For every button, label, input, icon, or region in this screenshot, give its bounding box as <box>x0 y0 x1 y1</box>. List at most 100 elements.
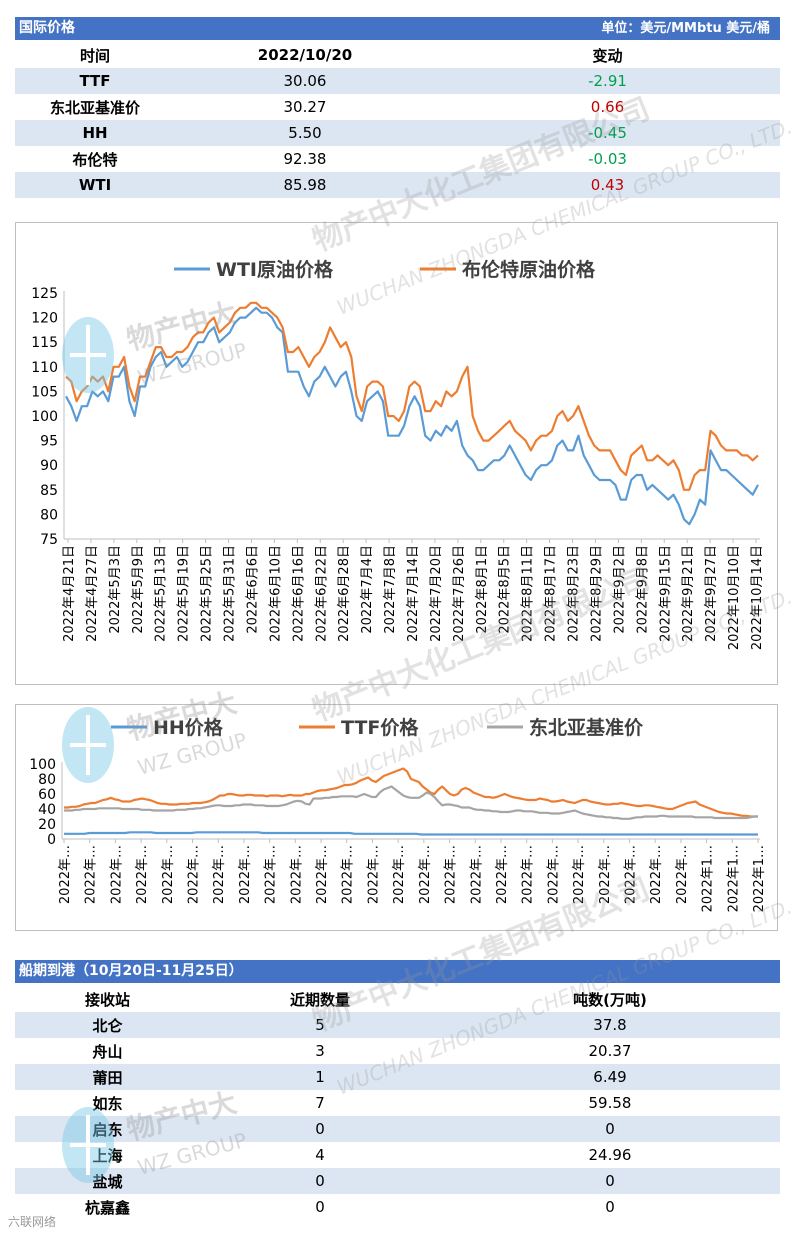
y-tick-label: 100 <box>29 757 56 773</box>
x-tick-label: 2022年5月9日 <box>131 545 146 634</box>
ship-count: 3 <box>315 1042 325 1060</box>
y-tick-label: 0 <box>47 832 56 848</box>
x-tick-label: 2022年6月6日 <box>245 545 260 634</box>
price-header-cell: 2022/10/20 <box>257 46 353 64</box>
x-tick-label: 2022年… <box>495 845 510 904</box>
ship-tons: 37.8 <box>440 1012 780 1038</box>
y-tick-label: 20 <box>38 817 56 833</box>
x-tick-label: 2022年6月10日 <box>268 545 283 642</box>
legend-label: HH价格 <box>153 716 224 739</box>
series-line <box>65 306 759 526</box>
y-tick-label: 125 <box>31 286 58 302</box>
x-tick-label: 2022年7月20日 <box>429 545 444 642</box>
x-tick-label: 2022年8月23日 <box>567 545 582 642</box>
y-tick-label: 105 <box>31 384 58 400</box>
x-tick-label: 2022年… <box>418 845 433 904</box>
oil-price-chart-svg: WTI原油价格 布伦特原油价格 75 80 85 90 95 100 105 110 115 120 1… <box>31 258 765 650</box>
gas-price-chart: HH价格 TTF价格 东北亚基准价 0 20 40 60 80 100 2022年… 2022年… 2… <box>15 704 778 931</box>
legend-label: 东北亚基准价 <box>529 716 644 739</box>
x-tick-label: 2022年… <box>392 845 407 904</box>
x-tick-label: 2022年4月21日 <box>62 545 77 642</box>
x-tick-label: 2022年5月3日 <box>108 545 123 634</box>
price-name: HH <box>15 120 175 146</box>
ship-row: 启东 0 0 <box>15 1116 780 1142</box>
ship-tons: 59.58 <box>588 1094 632 1112</box>
ship-row: 盐城 0 0 <box>15 1168 780 1194</box>
x-tick-label: 2022年7月14日 <box>406 545 421 642</box>
x-tick-label: 2022年… <box>469 845 484 904</box>
ship-header-cell: 接收站 <box>84 990 130 1009</box>
oil-price-chart: WTI原油价格 布伦特原油价格 75 80 85 90 95 100 105 110 115 120 1… <box>15 222 778 685</box>
x-tick-label: 2022年9月15日 <box>658 545 673 642</box>
y-tick-label: 110 <box>31 360 58 376</box>
x-tick-label: 2022年8月1日 <box>475 545 490 634</box>
series-line <box>64 831 758 836</box>
ship-name: 北仑 <box>15 1012 200 1038</box>
x-tick-label: 2022年5月31日 <box>223 545 238 642</box>
y-tick-label: 75 <box>40 532 58 548</box>
price-value: 30.06 <box>175 68 435 94</box>
ship-count: 4 <box>315 1146 325 1164</box>
x-tick-label: 2022年9月2日 <box>612 545 627 634</box>
y-tick-label: 60 <box>38 787 56 803</box>
price-name: 布伦特 <box>72 150 118 169</box>
price-change: 0.43 <box>435 172 780 198</box>
x-tick-label: 2022年1… <box>752 845 767 912</box>
ship-name: 舟山 <box>92 1042 123 1061</box>
ship-tons: 0 <box>440 1168 780 1194</box>
price-change: 0.66 <box>590 98 625 116</box>
ship-tons: 0 <box>440 1116 780 1142</box>
ship-count: 0 <box>315 1198 325 1216</box>
x-tick-label: 2022年… <box>546 845 561 904</box>
price-table: 时间 2022/10/20 变动 TTF 30.06 -2.91 东北亚基准价 30.27 0.… <box>15 42 780 198</box>
x-tick-label: 2022年7月8日 <box>383 545 398 634</box>
ship-count: 0 <box>200 1116 440 1142</box>
x-tick-label: 2022年5月25日 <box>200 545 215 642</box>
source-credit: 六联网络 <box>8 1215 57 1229</box>
x-tick-label: 2022年6月28日 <box>337 545 352 642</box>
y-tick-label: 80 <box>38 772 56 788</box>
y-tick-label: 85 <box>40 483 58 499</box>
ship-count: 1 <box>200 1064 440 1090</box>
ship-table-header: 接收站 近期数量 吨数(万吨) <box>15 986 780 1012</box>
x-tick-label: 2022年8月29日 <box>589 545 604 642</box>
x-tick-label: 2022年… <box>84 845 99 904</box>
ship-row: 莆田 1 6.49 <box>15 1064 780 1090</box>
ship-row: 上海 4 24.96 <box>15 1142 780 1168</box>
x-tick-label: 2022年5月13日 <box>154 545 169 642</box>
x-tick-label: 2022年… <box>521 845 536 904</box>
price-table-header: 时间 2022/10/20 变动 <box>15 42 780 68</box>
price-unit-label: 单位：美元/MMbtu 美元/桶 <box>601 21 770 36</box>
ship-header-cell: 近期数量 <box>289 990 350 1009</box>
x-tick-label: 2022年… <box>444 845 459 904</box>
x-tick-label: 2022年8月11日 <box>521 545 536 642</box>
x-tick-label: 2022年8月17日 <box>544 545 559 642</box>
series-line <box>64 767 758 818</box>
ship-name: 上海 <box>92 1146 123 1165</box>
ship-count: 7 <box>315 1094 325 1112</box>
price-change: -2.91 <box>435 68 780 94</box>
ship-name: 杭嘉鑫 <box>84 1198 130 1217</box>
series-line <box>65 301 759 491</box>
ship-tons: 20.37 <box>588 1042 632 1060</box>
price-section-title: 国际价格 <box>19 20 75 36</box>
x-tick-label: 2022年7月26日 <box>452 545 467 642</box>
x-tick-label: 2022年… <box>315 845 330 904</box>
ship-row: 如东 7 59.58 <box>15 1090 780 1116</box>
ship-header-cell: 吨数(万吨) <box>573 990 647 1009</box>
x-tick-label: 2022年… <box>212 845 227 904</box>
price-row: WTI 85.98 0.43 <box>15 172 780 198</box>
ship-table: 接收站 近期数量 吨数(万吨) 北仑 5 37.8 舟山 3 20.37 莆田 1 6.49 如东 7 59… <box>15 986 780 1220</box>
x-tick-label: 2022年7月4日 <box>360 545 375 634</box>
price-section-header: 国际价格 单位：美元/MMbtu 美元/桶 <box>15 17 780 40</box>
price-value: 92.38 <box>283 150 327 168</box>
price-row: HH 5.50 -0.45 <box>15 120 780 146</box>
ship-row: 北仑 5 37.8 <box>15 1012 780 1038</box>
ship-name: 莆田 <box>15 1064 200 1090</box>
price-name: WTI <box>15 172 175 198</box>
ship-count: 5 <box>200 1012 440 1038</box>
x-tick-label: 2022年… <box>366 845 381 904</box>
x-tick-label: 2022年… <box>341 845 356 904</box>
x-tick-label: 2022年… <box>135 845 150 904</box>
